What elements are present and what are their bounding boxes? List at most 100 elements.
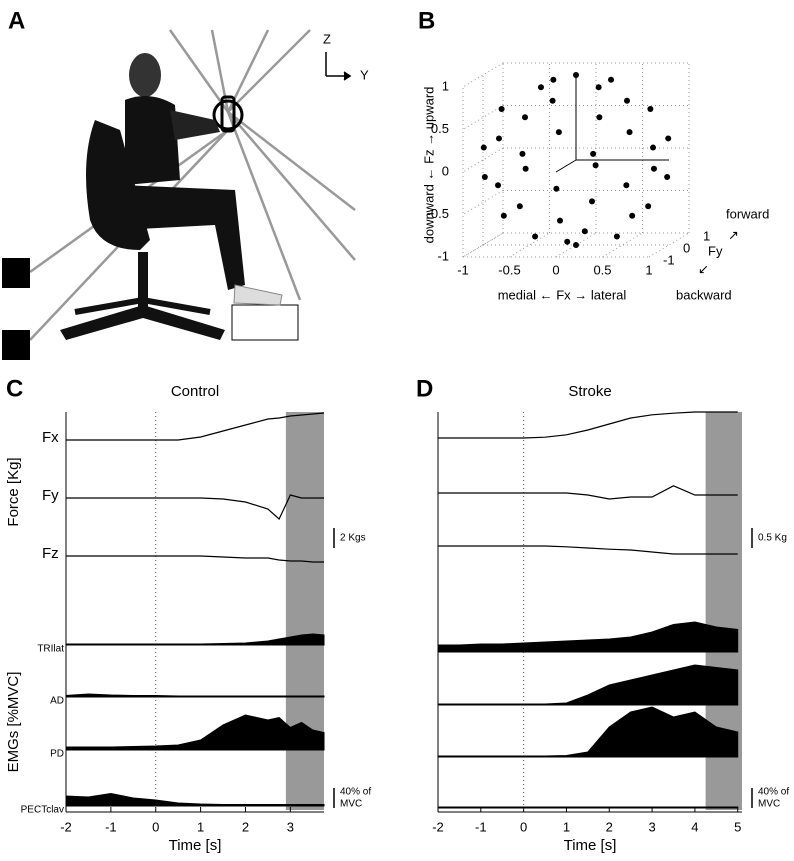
emg-trace xyxy=(437,664,739,706)
data-point xyxy=(592,162,599,169)
force-trace xyxy=(66,494,324,520)
x-tick-label: 2 xyxy=(606,819,613,834)
data-point xyxy=(522,114,528,121)
data-point xyxy=(596,114,603,121)
emg-trace xyxy=(65,633,325,646)
z-tick-label: 1 xyxy=(442,78,449,93)
x-axis-label: Time [s] xyxy=(564,837,617,854)
y-direction-arrow: ↙ xyxy=(698,261,709,276)
x-axis-label: medial ← Fx → lateral xyxy=(498,287,627,302)
z-tick-label: 0 xyxy=(442,163,449,178)
grid-line xyxy=(462,190,504,215)
data-point xyxy=(595,84,602,91)
trace-name: PD xyxy=(50,749,64,760)
x-tick-label: -0.5 xyxy=(498,262,520,277)
data-point xyxy=(495,135,502,142)
emg-trace xyxy=(437,621,739,653)
y-direction-arrow: ↗ xyxy=(728,227,739,242)
data-point xyxy=(624,97,630,104)
panel-label: B xyxy=(418,7,435,34)
data-point xyxy=(623,182,630,189)
emg-trace xyxy=(65,693,325,698)
force-trace xyxy=(438,411,738,439)
data-point xyxy=(589,198,595,205)
panel-a-illustration xyxy=(2,29,356,360)
x-tick-label: 2 xyxy=(242,819,249,834)
data-point xyxy=(522,165,529,172)
data-point xyxy=(537,84,544,91)
data-point xyxy=(573,242,579,248)
data-point xyxy=(664,174,671,180)
data-point xyxy=(650,165,657,172)
data-point xyxy=(581,228,588,235)
panel-title: Stroke xyxy=(568,383,611,400)
trace-name: TRIlat xyxy=(37,644,64,655)
trace-name: PECTclav xyxy=(21,805,64,816)
axis-indicator xyxy=(325,52,352,81)
y-direction-label: forward xyxy=(726,206,769,221)
data-point xyxy=(613,233,620,240)
emg-scale-label: 40% of xyxy=(758,787,789,798)
emg-trace xyxy=(65,792,325,807)
data-point xyxy=(495,182,502,189)
z-axis-label: downward ← Fz → upward xyxy=(421,87,436,244)
x-tick-label: -2 xyxy=(432,819,444,834)
data-point xyxy=(590,150,597,157)
axis-indicator-label: Y xyxy=(360,67,369,82)
y-tick-label: -1 xyxy=(663,252,675,267)
grid-line xyxy=(462,105,504,130)
x-tick-label: 1 xyxy=(645,262,652,277)
x-tick-label: 0 xyxy=(520,819,527,834)
data-point xyxy=(557,217,563,224)
x-tick-label: 1 xyxy=(197,819,204,834)
trace-name: AD xyxy=(50,696,64,707)
x-tick-label: 3 xyxy=(648,819,655,834)
y-direction-label: backward xyxy=(676,287,732,302)
force-trace xyxy=(438,545,738,555)
data-point xyxy=(549,97,556,104)
z-tick-label: -0.5 xyxy=(427,206,449,221)
data-point xyxy=(553,185,560,192)
x-tick-label: -2 xyxy=(60,819,72,834)
data-point xyxy=(550,76,557,83)
data-point xyxy=(555,129,562,136)
data-point xyxy=(519,150,526,157)
panel-title: Control xyxy=(171,383,219,400)
x-tick-label: 1 xyxy=(563,819,570,834)
data-point xyxy=(608,76,615,83)
x-tick-label: 0.5 xyxy=(593,262,611,277)
data-point xyxy=(650,144,657,151)
axis-indicator-label: Z xyxy=(323,31,331,46)
emg-trace xyxy=(65,714,325,751)
x-tick-label: 5 xyxy=(734,819,741,834)
x-tick-label: 4 xyxy=(691,819,698,834)
y-tick-label: 0 xyxy=(683,240,690,255)
x-tick-label: -1 xyxy=(105,819,117,834)
force-trace xyxy=(66,555,324,563)
force-scale-label: 0.5 Kg xyxy=(758,533,787,544)
data-point xyxy=(480,144,487,151)
trace-name: Fz xyxy=(42,545,59,562)
force-axis-label: Force [Kg] xyxy=(5,457,22,526)
z-tick-label: -1 xyxy=(437,248,449,263)
data-point xyxy=(498,106,505,112)
emg-scale-label: MVC xyxy=(340,799,362,810)
axis-line xyxy=(555,159,577,173)
emg-axis-label: EMGs [%MVC] xyxy=(5,672,22,773)
y-axis-label: Fy xyxy=(708,243,723,258)
panel-label: A xyxy=(8,7,25,34)
x-tick-label: -1 xyxy=(457,262,469,277)
force-trace xyxy=(66,412,325,441)
data-point xyxy=(532,233,539,240)
emg-scale-label: MVC xyxy=(758,799,780,810)
trace-name: Fx xyxy=(42,429,59,446)
emg-trace xyxy=(437,806,739,809)
data-point xyxy=(500,212,507,219)
emg-scale-label: 40% of xyxy=(340,787,371,798)
emg-trace xyxy=(437,706,739,758)
y-tick-label: 1 xyxy=(703,228,710,243)
data-point xyxy=(573,72,579,78)
grid-line xyxy=(602,232,643,258)
panel-label: D xyxy=(416,375,433,402)
